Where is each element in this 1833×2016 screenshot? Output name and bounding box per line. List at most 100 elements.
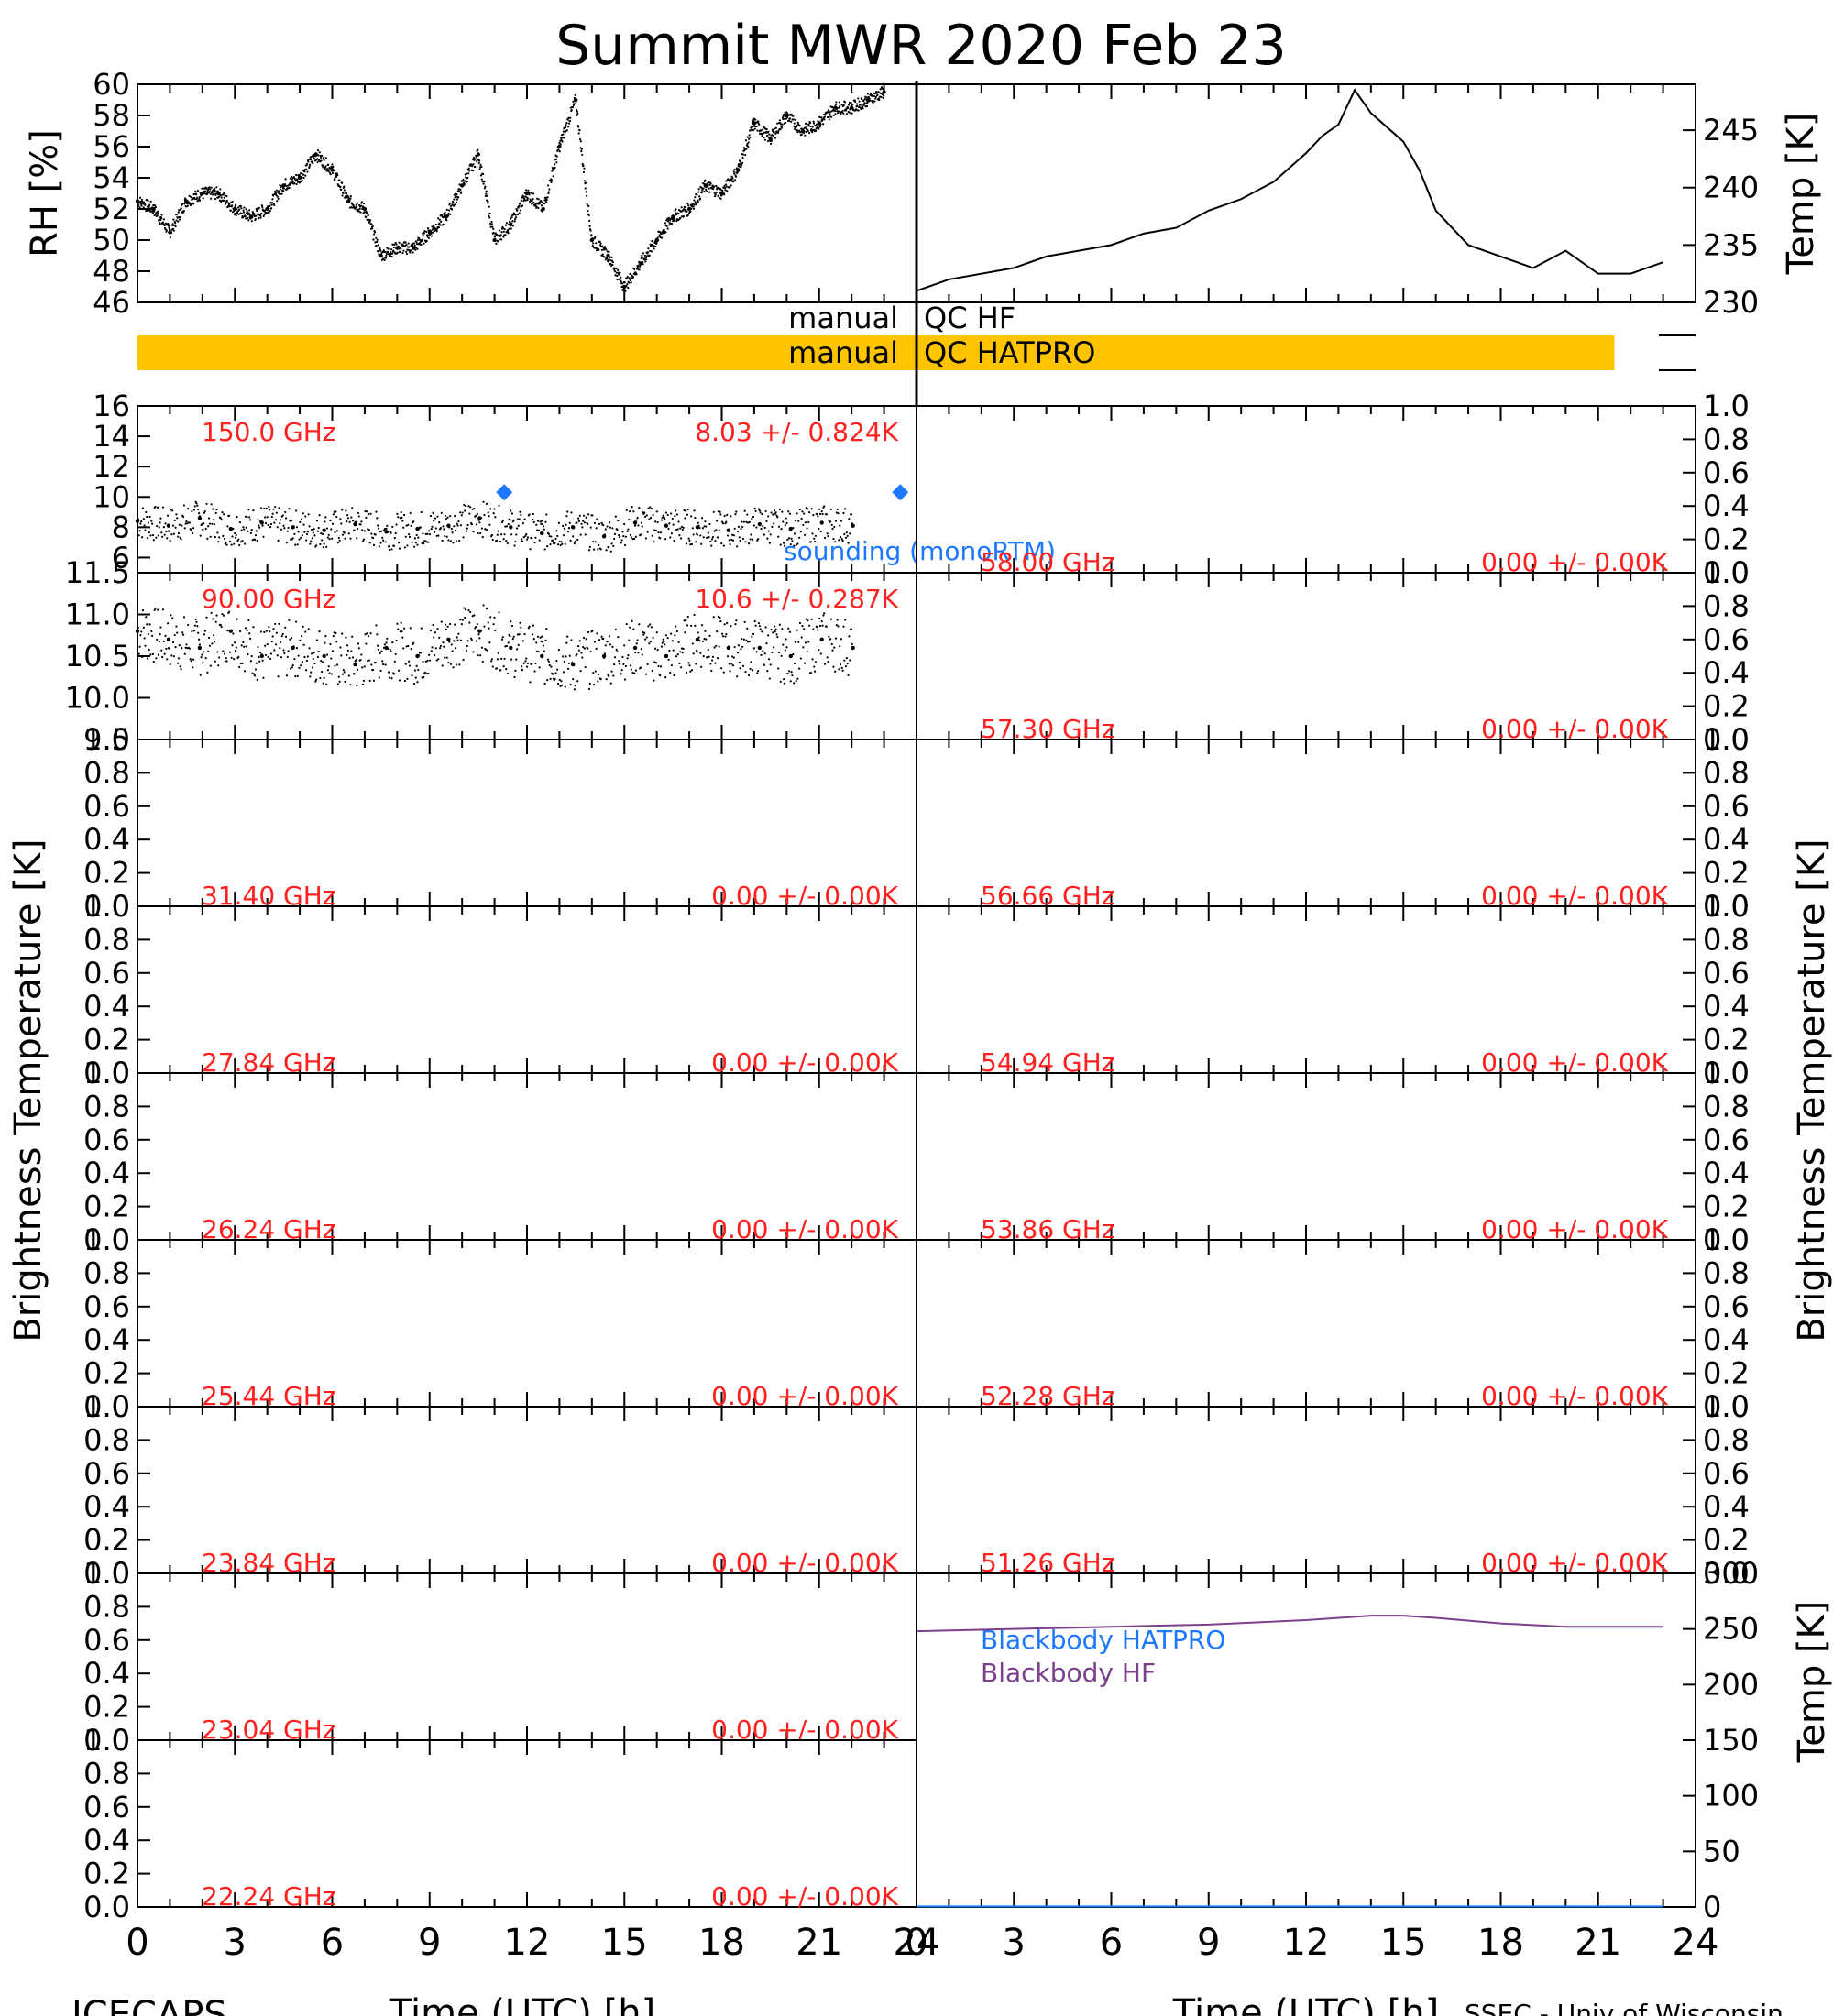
- tb-panel-90-00-ghz-series-point: [251, 672, 254, 674]
- rh-series-point: [757, 120, 760, 123]
- tb-panel-90-00-ghz-series-point: [714, 662, 717, 664]
- tb-panel-90-00-ghz-series-point: [845, 657, 848, 660]
- tb-panel-150-0-ghz-series-point: [834, 520, 838, 522]
- tb-panel-90-00-ghz-series-point: [637, 652, 640, 654]
- tb-panel-90-00-ghz-series-point: [196, 625, 199, 628]
- tb-panel-150-0-ghz-series-point: [496, 533, 499, 536]
- rh-series-point: [577, 132, 580, 135]
- rh-series-point: [744, 153, 747, 157]
- tb-panel-150-0-ghz-series-point: [155, 536, 158, 539]
- rh-series-point: [520, 199, 522, 203]
- tb-panel-90-00-ghz-series-point: [831, 649, 834, 652]
- tb-panel-150-0-ghz-series-point: [315, 544, 318, 547]
- rh-series-point: [282, 190, 285, 192]
- rh-series-point: [786, 116, 789, 119]
- tb-panel-150-0-ghz-series-point: [483, 513, 486, 517]
- rh-series-point: [275, 189, 278, 192]
- tb-panel-150-0-ghz-series-point: [445, 535, 448, 538]
- tb-panel-150-0-ghz-series-point: [509, 519, 511, 521]
- rh-series-point: [240, 207, 243, 210]
- rh-series-point: [693, 199, 696, 202]
- tb-panel-90-00-ghz-series-point: [351, 635, 354, 638]
- tb-panel-150-0-ghz-series-point: [766, 537, 769, 540]
- rh-series-point: [724, 183, 728, 186]
- rh-series-point: [224, 203, 227, 205]
- rh-series-point: [332, 165, 335, 169]
- tb-panel-150-0-ghz-series-point: [513, 544, 516, 547]
- rh-series-point: [720, 193, 724, 196]
- tb-panel-150-0-ghz-series-point: [620, 542, 622, 544]
- tb-panel-150-0-ghz-series-point: [262, 535, 265, 538]
- rh-series-point: [488, 214, 490, 217]
- rh-series-point: [154, 205, 158, 209]
- tb-panel-90-00-ghz-series-point: [178, 644, 181, 647]
- rh-series-point: [365, 215, 368, 219]
- tb-panel-150-0-ghz-series-point: [795, 543, 797, 546]
- tb-panel-150-0-ghz-series-point: [846, 534, 849, 537]
- tb-panel-150-0-ghz-series-point: [669, 536, 672, 539]
- figure-title: Summit MWR 2020 Feb 23: [555, 14, 1287, 78]
- rh-series-point: [569, 116, 572, 119]
- tb-panel-150-0-ghz-series-point: [325, 527, 329, 530]
- tb-panel-90-00-ghz-series-point: [710, 659, 714, 662]
- tb-panel-90-00-ghz-series-point: [823, 612, 826, 615]
- rh-series-point: [389, 254, 391, 257]
- tb-panel-150-0-ghz-series-point: [624, 535, 627, 538]
- tb-panel-54-94-ghz-ytick-label: 0.0: [1703, 1056, 1750, 1090]
- tb-panel-150-0-ghz-series-point: [192, 527, 195, 530]
- tb-panel-90-00-ghz-series-point: [489, 660, 493, 663]
- tb-panel-90-00-ghz-series-point: [137, 652, 140, 655]
- tb-panel-90-00-ghz-series-point: [330, 657, 333, 660]
- rh-series-point: [583, 167, 586, 170]
- rh-series-point: [613, 270, 617, 273]
- tb-panel-90-00-ghz-series-point: [829, 638, 832, 641]
- tb-panel-90-00-ghz-series-point: [145, 616, 148, 619]
- tb-panel-150-0-ghz-series-point: [404, 535, 407, 538]
- tb-panel-150-0-ghz-series-point: [289, 520, 291, 522]
- tb-panel-90-00-ghz-series-point: [728, 663, 730, 665]
- tb-panel-22-24-ghz-xtick-label: 0: [126, 1922, 148, 1964]
- rh-series-point: [430, 235, 434, 237]
- tb-panel-150-0-ghz-series-point: [719, 513, 722, 516]
- rh-series-point: [748, 134, 751, 137]
- tb-panel-150-0-ghz-series-point: [759, 511, 762, 514]
- tb-panel-150-0-ghz-series-point: [296, 543, 299, 546]
- rh-series-point: [617, 268, 620, 271]
- tb-panel-90-00-ghz-series-point: [675, 630, 678, 633]
- tb-panel-90-00-ghz-series-point: [221, 613, 224, 616]
- tb-panel-150-0-ghz-series-point: [730, 515, 732, 518]
- rh-series-point: [882, 96, 884, 100]
- tb-panel-150-0-ghz-series-point: [728, 539, 730, 542]
- tb-panel-150-0-ghz-series-point: [770, 511, 773, 514]
- rh-series-point: [483, 187, 487, 190]
- tb-panel-90-00-ghz-series-point: [810, 618, 813, 621]
- tb-panel-90-00-ghz-series-point: [597, 680, 599, 683]
- rh-series-point: [558, 141, 561, 145]
- tb-panel-90-00-ghz-series-point: [480, 646, 483, 649]
- tb-panel-90-00-ghz-series-point: [576, 680, 579, 683]
- tb-panel-150-0-ghz-series-point: [236, 516, 238, 519]
- rh-series-point: [238, 208, 241, 211]
- tb-panel-90-00-ghz-series-point: [384, 663, 387, 666]
- rh-series-point: [686, 214, 689, 217]
- tb-panel-150-0-ghz-series-point: [139, 522, 142, 525]
- tb-panel-22-24-ghz-xtick-label: 6: [321, 1922, 344, 1964]
- tb-panel-150-0-ghz-series-point: [757, 521, 763, 527]
- rh-series-point: [505, 222, 508, 225]
- rh-series-point: [313, 158, 316, 160]
- rh-series-point: [381, 250, 384, 254]
- tb-panel-150-0-ghz-series-point: [448, 526, 451, 529]
- qc-hatpro-label-right: QC HATPRO: [924, 335, 1095, 370]
- tb-panel-90-00-ghz-series-point: [595, 647, 598, 650]
- tb-panel-150-0-ghz-series-point: [140, 536, 144, 539]
- tb-panel-90-00-ghz-series-point: [156, 608, 159, 611]
- rh-series-point: [369, 219, 372, 222]
- rh-series-point: [698, 197, 702, 200]
- tb-panel-90-00-ghz-series-point: [188, 647, 191, 650]
- rh-series-point: [414, 248, 417, 251]
- tb-panel-150-0-ghz-series-point: [380, 530, 383, 532]
- tb-panel-150-0-ghz-series-point: [265, 507, 268, 510]
- rh-series-point: [390, 248, 393, 251]
- rh-series-point: [798, 125, 802, 127]
- rh-series-point: [613, 268, 616, 271]
